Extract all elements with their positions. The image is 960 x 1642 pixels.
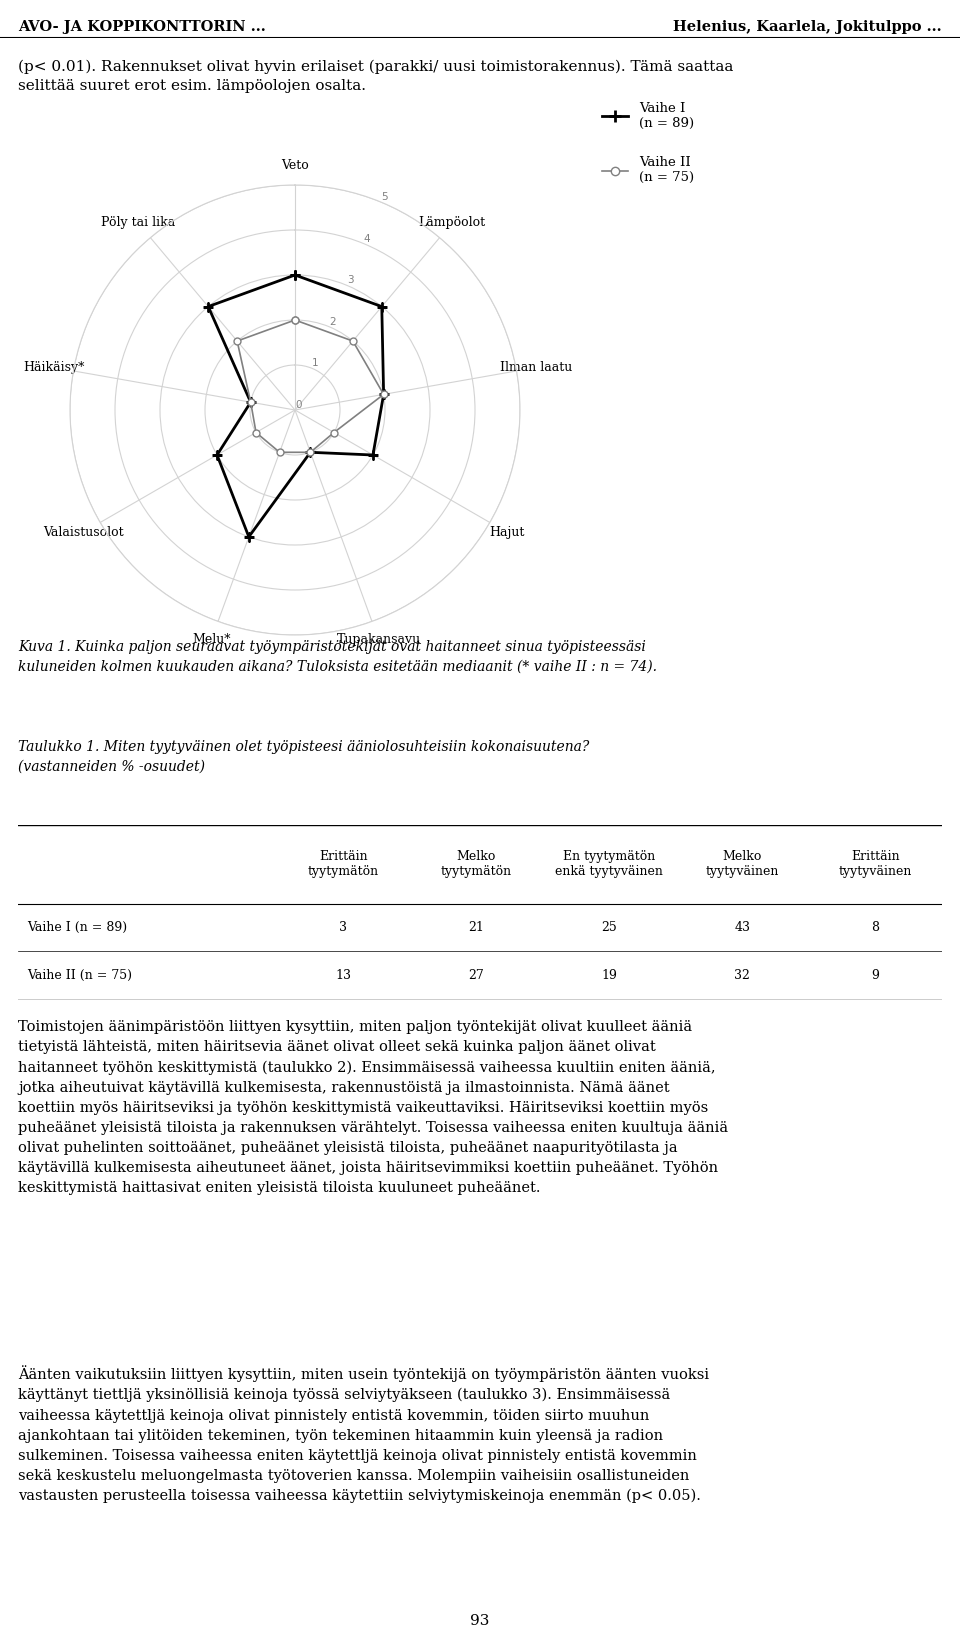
Text: 13: 13 — [335, 969, 351, 982]
Text: Melko
tyytyväinen: Melko tyytyväinen — [706, 851, 780, 878]
Text: Vaihe I (n = 89): Vaihe I (n = 89) — [27, 921, 128, 934]
Text: 21: 21 — [468, 921, 484, 934]
Text: 43: 43 — [734, 921, 751, 934]
Text: 8: 8 — [872, 921, 879, 934]
Text: 19: 19 — [601, 969, 617, 982]
Text: AVO- JA KOPPIKONTTORIN ...: AVO- JA KOPPIKONTTORIN ... — [18, 20, 266, 33]
Legend: Vaihe I
(n = 89), Vaihe II
(n = 75): Vaihe I (n = 89), Vaihe II (n = 75) — [596, 97, 699, 189]
Text: 32: 32 — [734, 969, 751, 982]
Text: 27: 27 — [468, 969, 484, 982]
Text: 93: 93 — [470, 1614, 490, 1627]
Text: Kuva 1. Kuinka paljon seuraavat työympäristötekijät ovat haitanneet sinua työpis: Kuva 1. Kuinka paljon seuraavat työympär… — [18, 640, 657, 673]
Text: Helenius, Kaarlela, Jokitulppo ...: Helenius, Kaarlela, Jokitulppo ... — [673, 20, 942, 33]
Text: Toimistojen äänimpäristöön liittyen kysyttiin, miten paljon työntekijät olivat k: Toimistojen äänimpäristöön liittyen kysy… — [18, 1020, 728, 1195]
Text: 9: 9 — [872, 969, 879, 982]
Text: (p< 0.01). Rakennukset olivat hyvin erilaiset (parakki/ uusi toimistorakennus). : (p< 0.01). Rakennukset olivat hyvin eril… — [18, 61, 733, 94]
Text: Vaihe II (n = 75): Vaihe II (n = 75) — [27, 969, 132, 982]
Text: 25: 25 — [602, 921, 617, 934]
Text: En tyytymätön
enkä tyytyväinen: En tyytymätön enkä tyytyväinen — [556, 851, 663, 878]
Text: Äänten vaikutuksiin liittyen kysyttiin, miten usein työntekijä on työympäristön : Äänten vaikutuksiin liittyen kysyttiin, … — [18, 1365, 709, 1504]
Text: Taulukko 1. Miten tyytyväinen olet työpisteesi ääniolosuhteisiin kokonaisuutena?: Taulukko 1. Miten tyytyväinen olet työpi… — [18, 741, 589, 773]
Text: Erittäin
tyytyväinen: Erittäin tyytyväinen — [839, 851, 912, 878]
Text: Erittäin
tyytymätön: Erittäin tyytymätön — [308, 851, 379, 878]
Text: Melko
tyytymätön: Melko tyytymätön — [441, 851, 512, 878]
Text: 3: 3 — [339, 921, 348, 934]
